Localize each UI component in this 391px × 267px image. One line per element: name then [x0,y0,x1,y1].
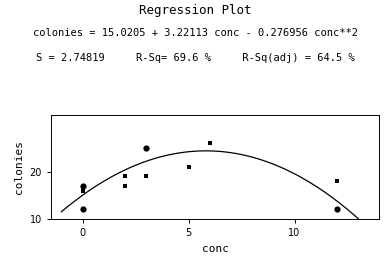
Y-axis label: colonies: colonies [14,140,24,194]
Text: colonies = 15.0205 + 3.22113 conc - 0.276956 conc**2: colonies = 15.0205 + 3.22113 conc - 0.27… [33,28,358,38]
X-axis label: conc: conc [201,244,229,254]
Text: S = 2.74819     R-Sq= 69.6 %     R-Sq(adj) = 64.5 %: S = 2.74819 R-Sq= 69.6 % R-Sq(adj) = 64.… [36,53,355,63]
Text: Regression Plot: Regression Plot [139,4,252,17]
